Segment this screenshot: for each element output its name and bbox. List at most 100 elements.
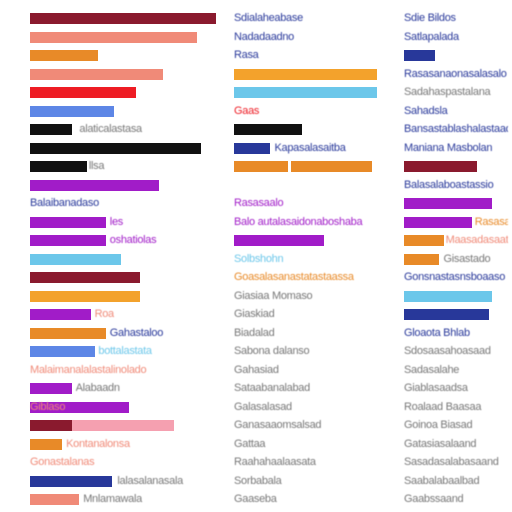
- middle-row: Gahasiad: [234, 365, 384, 376]
- middle-row: Sorbabala: [234, 476, 384, 487]
- right-row: Sadahaspastalana: [404, 87, 508, 98]
- left-row: Giblaso: [30, 401, 220, 413]
- middle-row: Galasalasad: [234, 402, 384, 413]
- left-bar-segment: [30, 50, 99, 61]
- left-row: [30, 105, 220, 117]
- middle-row-label: Sataabanalabad: [234, 383, 310, 394]
- middle-row-label: Giaskiad: [234, 309, 275, 320]
- right-row-label: Sadahaspastalana: [404, 87, 491, 98]
- right-row-label: Giablasaadsa: [404, 383, 468, 394]
- right-row-label: Sasadasalabasaand: [404, 457, 499, 468]
- left-bar-segment: [30, 124, 72, 135]
- left-row: lalasalanasala: [30, 475, 220, 487]
- right-row: [404, 290, 508, 302]
- middle-row-label: Rasa: [234, 50, 259, 61]
- left-bar-segment: [30, 383, 72, 394]
- right-bar-segment: [404, 235, 444, 246]
- middle-row: Gattaa: [234, 439, 384, 450]
- middle-row-label: Gahasiad: [234, 364, 279, 376]
- left-row: [30, 179, 220, 191]
- right-row-label: Saabalabaalbad: [404, 475, 480, 487]
- middle-row-label: Giasiaa Momaso: [234, 290, 313, 302]
- right-bar-segment: [404, 216, 472, 228]
- middle-bar-segment: [291, 161, 372, 172]
- middle-row-label: Kapasalasaitba: [274, 142, 346, 154]
- left-column: alaticalastasa llsa Balaibanadaso les oshati…: [30, 0, 220, 512]
- middle-row-label: Gaaseba: [234, 494, 277, 505]
- middle-row: Goasalasanastatastaassa: [234, 272, 384, 283]
- middle-row-label: Solbshohn: [234, 253, 284, 265]
- right-row: Sasadasalabasaand: [404, 457, 508, 468]
- left-row: [30, 50, 220, 61]
- right-row: Gatasiasalaand: [404, 439, 508, 450]
- left-row: Alabaadn: [30, 383, 220, 394]
- middle-row-label: Biadalad: [234, 327, 275, 339]
- left-bar-segment: [30, 105, 114, 117]
- left-bar-segment: [30, 179, 160, 191]
- middle-row: Sataabanalabad: [234, 383, 384, 394]
- middle-row-label: Rasasaalo: [234, 198, 284, 209]
- right-row: Gonsnastasnsboaaso: [404, 272, 508, 283]
- middle-row: [234, 161, 384, 172]
- right-row: Giablasaadsa: [404, 383, 508, 394]
- right-bar-segment: [404, 50, 436, 61]
- left-row: Kontanalonsa: [30, 438, 220, 450]
- left-bar-segment: [30, 161, 87, 172]
- middle-bar-segment: [234, 68, 377, 80]
- right-row: Maniana Masbolan: [404, 143, 508, 154]
- right-row: [404, 161, 508, 172]
- right-row-label: Gloaota Bhlab: [404, 327, 470, 339]
- right-row-label: Goinoa Biasad: [404, 420, 473, 431]
- middle-row: Sdialaheabase: [234, 13, 384, 24]
- left-bar-segment: [30, 13, 217, 24]
- right-row-label: Gatasiasalaand: [404, 438, 477, 450]
- left-row: Malaimanalalastalinolado: [30, 365, 220, 376]
- right-row: Balasalaboastassio: [404, 180, 508, 191]
- left-bar-segment: [30, 87, 137, 98]
- middle-row-label: Nadadaadno: [234, 31, 295, 43]
- left-row-label: Alabaadn: [75, 383, 120, 394]
- right-bar-segment: [404, 253, 440, 265]
- right-row-label: Maniana Masbolan: [404, 142, 493, 154]
- right-row-label: Maasadasaatsa: [445, 235, 508, 246]
- left-bar-segment: [30, 272, 141, 283]
- middle-column: Sdialaheabase Nadadaadno Rasa Gaas Kapasalas…: [234, 0, 384, 512]
- left-row-label: Giblaso: [30, 401, 66, 413]
- left-bar-segment: [71, 420, 175, 431]
- left-row-label: llsa: [88, 161, 105, 172]
- left-bar-segment: [30, 327, 106, 339]
- middle-row-label: Ganasaaomsalsad: [234, 420, 322, 431]
- left-row: [30, 31, 220, 43]
- middle-row: [234, 68, 384, 80]
- middle-bar-segment: [234, 124, 302, 135]
- right-row-label: Roalaad Baasaa: [404, 401, 482, 413]
- right-bar-segment: [404, 161, 477, 172]
- left-row: [30, 272, 220, 283]
- right-row-label: Bansastablashalastaad: [404, 124, 508, 135]
- left-row-label: Balaibanadaso: [30, 198, 99, 209]
- right-row: Saabalabaalbad: [404, 476, 508, 487]
- left-bar-segment: [30, 346, 95, 357]
- right-row: Goinoa Biasad: [404, 420, 508, 431]
- left-row: Gahastaloo: [30, 327, 220, 339]
- middle-row: Giaskiad: [234, 309, 384, 320]
- left-row: oshatiolas: [30, 235, 220, 246]
- left-row: [30, 420, 220, 431]
- left-bar-segment: [30, 253, 122, 265]
- middle-bar-segment: [234, 142, 270, 154]
- left-row: Gonastalanas: [30, 457, 220, 468]
- left-bar-segment: [30, 216, 106, 228]
- left-row: [30, 253, 220, 265]
- left-bar-segment: [30, 494, 80, 505]
- middle-bar-segment: [234, 87, 377, 98]
- middle-row: Rasasaalo: [234, 198, 384, 209]
- middle-row: Sabona dalanso: [234, 346, 384, 357]
- left-bar-segment: [30, 68, 163, 80]
- right-row-label: Rasasanaonasalasalo: [404, 68, 507, 80]
- left-row-label: alaticalastasa: [79, 124, 142, 135]
- middle-bar-segment: [234, 235, 324, 246]
- middle-row-label: Sdialaheabase: [234, 13, 303, 24]
- right-row-label: Gaabssaand: [404, 494, 464, 505]
- middle-row: Balo autalasaidonaboshaba: [234, 217, 384, 228]
- middle-row: [234, 235, 384, 246]
